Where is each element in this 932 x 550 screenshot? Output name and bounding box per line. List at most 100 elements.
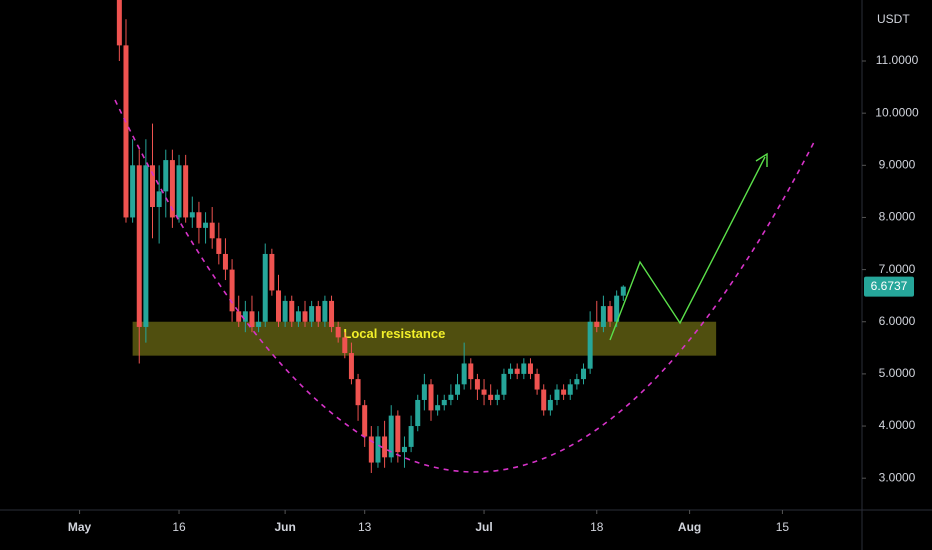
candle-body (116, 0, 122, 46)
x-tick-label: 18 (590, 520, 604, 534)
projection-arrow (609, 156, 766, 341)
candle-body (587, 321, 593, 369)
y-tick-label: 8.0000 (879, 210, 916, 224)
candle-body (295, 311, 301, 322)
candle-body (229, 269, 235, 312)
candle-body (521, 363, 527, 374)
y-tick-label: 7.0000 (879, 262, 916, 276)
candle-body (614, 295, 620, 322)
candle-body (408, 426, 414, 447)
candle-body (355, 379, 361, 406)
candle-body (196, 212, 202, 228)
y-tick-label: 5.0000 (879, 366, 916, 380)
candle-body (275, 290, 281, 322)
candle-body (375, 436, 381, 463)
candle-body (269, 253, 275, 291)
candle-body (534, 373, 540, 390)
y-tick-label: 9.0000 (879, 157, 916, 171)
x-tick-label: Jul (475, 520, 492, 534)
candle-body (342, 337, 348, 354)
candle-body (322, 300, 328, 322)
candle-body (421, 384, 427, 400)
candle-body (123, 45, 129, 218)
axes: 3.0000 4.0000 5.0000 6.0000 7.0000 8.0000 9.00… (68, 53, 919, 534)
cup-curve (114, 99, 815, 473)
candle-body (203, 222, 209, 228)
candle-body (448, 394, 454, 400)
candle-body (329, 300, 335, 327)
candle-body (150, 165, 156, 208)
x-tick-label: Aug (678, 520, 701, 534)
candle-body (209, 222, 215, 239)
candle-body (494, 394, 500, 400)
y-tick-label: 4.0000 (879, 418, 916, 432)
candle-body (282, 300, 288, 322)
candle-body (508, 368, 514, 374)
candle-body (249, 311, 255, 327)
candle-body (481, 389, 487, 395)
candle-body (289, 300, 295, 322)
candle-body (169, 160, 175, 218)
candle-body (362, 405, 368, 437)
y-tick-label: 10.0000 (875, 105, 919, 119)
candle-body (236, 311, 242, 322)
candle-body (163, 160, 169, 192)
candle-body (242, 311, 248, 322)
candle-body (594, 321, 600, 327)
candle-body (130, 165, 136, 218)
candle-body (309, 306, 315, 322)
candle-body (136, 165, 142, 327)
candle-body (368, 436, 374, 463)
arrow-head (755, 152, 768, 167)
candle-body (501, 373, 507, 395)
candle-body (189, 212, 195, 218)
candle-body (401, 446, 407, 453)
candle-body (222, 253, 228, 270)
last-price-box (864, 276, 914, 297)
candle-body (348, 353, 354, 380)
candle-body (382, 436, 388, 458)
candle-body (547, 399, 553, 411)
candle-body (183, 165, 189, 218)
candle-body (474, 379, 480, 390)
x-tick-label: 15 (776, 520, 790, 534)
candle-body (514, 368, 520, 374)
candle-body (581, 368, 587, 380)
candle-body (395, 415, 401, 453)
candle-body (541, 389, 547, 411)
y-tick-label: 11.0000 (876, 53, 919, 67)
y-tick-label: 3.0000 (879, 470, 916, 484)
candle-body (468, 363, 474, 380)
candle-body (441, 399, 447, 406)
candle-body (388, 415, 394, 458)
candle-body (216, 238, 222, 254)
x-tick-label: 16 (172, 520, 186, 534)
candle-body (435, 405, 441, 411)
candle-body (143, 165, 149, 327)
resistance-zone (132, 321, 717, 356)
candle-body (600, 306, 606, 327)
candle-body (527, 363, 533, 374)
candle-body (256, 321, 262, 327)
candle-body (335, 326, 341, 338)
candle-body (574, 379, 580, 385)
currency-label: USDT (877, 12, 910, 26)
candle-body (488, 394, 494, 400)
candle-body (415, 399, 421, 427)
candle-body (567, 384, 573, 395)
last-price-label: 6.6737 (871, 279, 908, 293)
candle-body (428, 384, 434, 411)
candle-body (176, 165, 182, 218)
x-tick-label: 13 (358, 520, 372, 534)
candles (116, 0, 626, 473)
candle-body (302, 311, 308, 322)
candle-body (315, 306, 321, 322)
candle-body (554, 389, 560, 400)
x-tick-label: Jun (274, 520, 295, 534)
x-tick-label: May (68, 520, 92, 534)
candle-body (156, 191, 162, 208)
candle-body (620, 286, 626, 296)
resistance-label: Local resistance (343, 326, 445, 341)
y-tick-label: 6.0000 (879, 314, 916, 328)
